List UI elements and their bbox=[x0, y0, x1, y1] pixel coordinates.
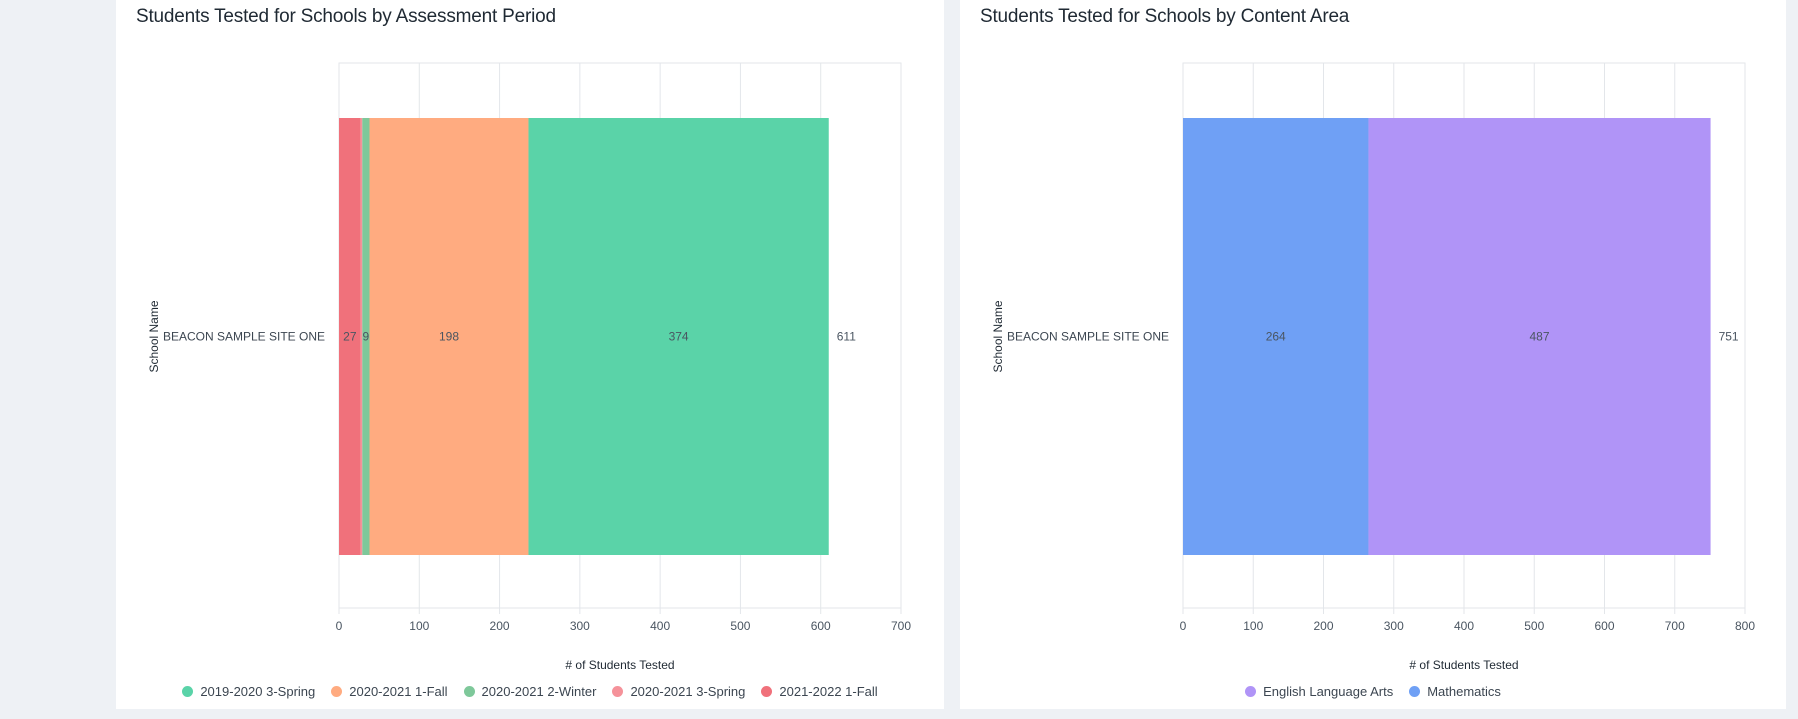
bar-value-label: 264 bbox=[1266, 330, 1286, 344]
x-tick-label: 500 bbox=[730, 619, 750, 633]
legend-item[interactable]: 2020-2021 1-Fall bbox=[331, 684, 448, 699]
x-tick-label: 700 bbox=[891, 619, 911, 633]
bar-segment[interactable] bbox=[1368, 118, 1711, 555]
bar-segment[interactable] bbox=[360, 118, 363, 555]
x-tick-label: 600 bbox=[811, 619, 831, 633]
x-tick-label: 400 bbox=[650, 619, 670, 633]
bar-value-label: 374 bbox=[669, 330, 689, 344]
bar-total-label: 611 bbox=[837, 330, 856, 344]
x-tick-label: 700 bbox=[1665, 619, 1685, 633]
legend-item[interactable]: 2021-2022 1-Fall bbox=[761, 684, 878, 699]
x-tick-label: 200 bbox=[1313, 619, 1333, 633]
x-tick-label: 600 bbox=[1594, 619, 1614, 633]
y-axis-title: School Name bbox=[991, 300, 1005, 372]
bar-segment[interactable] bbox=[1183, 118, 1369, 555]
bar-value-label: 9 bbox=[363, 330, 370, 344]
legend-item[interactable]: 2019-2020 3-Spring bbox=[182, 684, 315, 699]
assessment-period-panel: Students Tested for Schools by Assessmen… bbox=[116, 0, 944, 709]
legend-label: 2021-2022 1-Fall bbox=[779, 684, 878, 699]
category-label: BEACON SAMPLE SITE ONE bbox=[163, 330, 325, 344]
legend-swatch bbox=[1245, 686, 1257, 697]
legend-swatch bbox=[761, 686, 773, 697]
x-tick-label: 300 bbox=[570, 619, 590, 633]
content-area-panel: Students Tested for Schools by Content A… bbox=[960, 0, 1786, 709]
x-axis-title: # of Students Tested bbox=[565, 658, 674, 672]
category-label: BEACON SAMPLE SITE ONE bbox=[1007, 330, 1169, 344]
x-tick-label: 100 bbox=[1243, 619, 1263, 633]
chart-legend: English Language Arts Mathematics bbox=[960, 684, 1786, 699]
legend-swatch bbox=[612, 686, 624, 697]
bar-segment[interactable] bbox=[339, 118, 361, 555]
legend-label: 2020-2021 3-Spring bbox=[630, 684, 746, 699]
legend-swatch bbox=[1409, 686, 1421, 697]
x-tick-label: 500 bbox=[1524, 619, 1544, 633]
bar-value-label: 487 bbox=[1530, 330, 1550, 344]
x-tick-label: 800 bbox=[1735, 619, 1755, 633]
legend-label: Mathematics bbox=[1427, 684, 1501, 699]
legend-label: English Language Arts bbox=[1263, 684, 1394, 699]
bar-segment[interactable] bbox=[369, 118, 529, 555]
x-axis-title: # of Students Tested bbox=[1409, 658, 1518, 672]
content-area-chart: 0 100 200 300 400 500 600 700 800 264 487 751 BEACON… bbox=[991, 62, 1755, 672]
legend-item[interactable]: 2020-2021 3-Spring bbox=[612, 684, 745, 699]
legend-item[interactable]: English Language Arts bbox=[1245, 684, 1393, 699]
x-tick-label: 100 bbox=[409, 619, 429, 633]
legend-swatch bbox=[463, 686, 475, 697]
chart-title: Students Tested for Schools by Assessmen… bbox=[136, 6, 556, 27]
x-tick-label: 200 bbox=[490, 619, 510, 633]
x-tick-label: 0 bbox=[336, 619, 343, 633]
legend-item[interactable]: Mathematics bbox=[1409, 684, 1501, 699]
x-tick-label: 300 bbox=[1384, 619, 1404, 633]
x-tick-label: 0 bbox=[1180, 619, 1187, 633]
legend-label: 2020-2021 1-Fall bbox=[349, 684, 448, 699]
bar-segment[interactable] bbox=[362, 118, 370, 555]
x-tick-label: 400 bbox=[1454, 619, 1474, 633]
legend-swatch bbox=[331, 686, 343, 697]
legend-item[interactable]: 2020-2021 2-Winter bbox=[463, 684, 597, 699]
chart-title: Students Tested for Schools by Content A… bbox=[980, 6, 1350, 27]
bar-total-label: 751 bbox=[1719, 330, 1739, 344]
bar-value-label: 27 bbox=[343, 330, 357, 344]
chart-legend: 2019-2020 3-Spring 2020-2021 1-Fall 2020-2… bbox=[116, 684, 944, 699]
assessment-period-chart: 0 100 200 300 400 500 600 700 27 9 198 374 611 BEACON… bbox=[147, 62, 911, 672]
legend-label: 2019-2020 3-Spring bbox=[200, 684, 316, 699]
legend-swatch bbox=[182, 686, 194, 697]
legend-label: 2020-2021 2-Winter bbox=[481, 684, 597, 699]
y-axis-title: School Name bbox=[147, 300, 161, 372]
bar-segment[interactable] bbox=[528, 118, 829, 555]
bar-value-label: 198 bbox=[439, 330, 459, 344]
